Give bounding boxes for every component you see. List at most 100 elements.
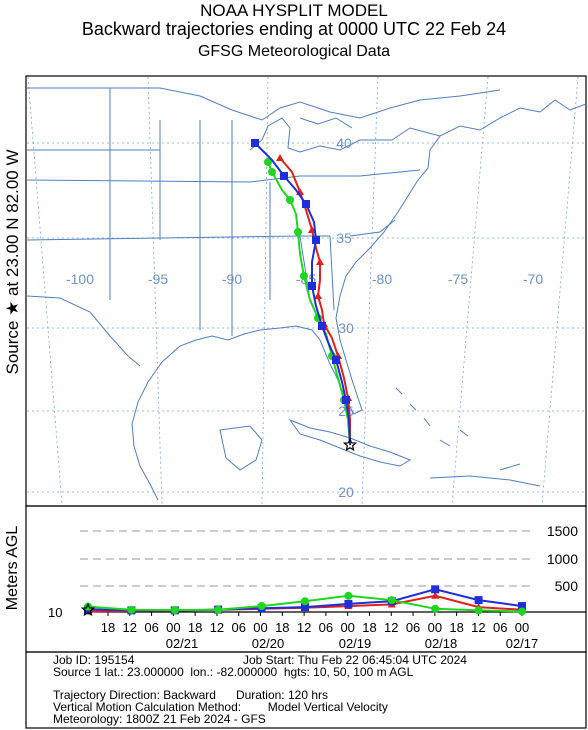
map-outline (26, 179, 251, 183)
red-height-marker (431, 591, 440, 599)
map-outline (26, 295, 141, 367)
green-height-marker (344, 591, 353, 600)
date-label: 02/17 (506, 636, 539, 651)
hour-label: 06 (319, 620, 333, 635)
green-trajectory (267, 161, 351, 446)
hour-label: 06 (493, 620, 507, 635)
green-height-marker (214, 605, 223, 614)
blue-height-marker (431, 585, 440, 594)
map-outline (329, 235, 335, 311)
hour-label: 18 (449, 620, 463, 635)
lon-label: -90 (222, 271, 242, 287)
lon-grid-line (541, 76, 579, 506)
hour-label: 12 (297, 620, 311, 635)
green-marker (294, 228, 302, 236)
blue-marker (332, 356, 340, 364)
lon-label: -75 (448, 271, 468, 287)
hour-label: 06 (144, 620, 158, 635)
red-marker (276, 154, 284, 161)
hour-label: 00 (340, 620, 354, 635)
hour-label: 00 (515, 620, 529, 635)
lon-label: -95 (148, 271, 168, 287)
hour-label: 18 (101, 620, 115, 635)
green-height-marker (257, 602, 266, 611)
date-label: 02/20 (252, 636, 285, 651)
trajectory-direction: Trajectory Direction: Backward Duration:… (53, 688, 328, 702)
map-outline (299, 117, 353, 129)
blue-height-marker (301, 603, 309, 612)
lon-grid-line (261, 76, 269, 506)
hour-label: 18 (275, 620, 289, 635)
lat-label: 20 (338, 484, 354, 500)
met-data-title: GFSG Meteorological Data (197, 43, 391, 60)
source-star (342, 437, 358, 452)
hour-label: 12 (471, 620, 485, 635)
lon-label: -70 (523, 271, 543, 287)
level-label: 1500 (547, 523, 578, 539)
map-outline (409, 99, 587, 137)
job-start: Job Start: Thu Feb 22 06:45:04 UTC 2024 (243, 653, 467, 667)
hour-label: 06 (232, 620, 246, 635)
vertical-motion: Vertical Motion Calculation Method: Mode… (53, 700, 388, 714)
hour-label: 06 (406, 620, 420, 635)
lon-label: -100 (66, 271, 94, 287)
hour-label: 00 (253, 620, 267, 635)
source-star-vertical (80, 602, 96, 617)
map-outline (219, 425, 263, 471)
vertical-layer: 1500 1000 500 10 18 12 06 00 18 12 06 00 18 12 06 00 18 1… (48, 523, 586, 651)
hour-label: 18 (362, 620, 376, 635)
lon-grid-line (147, 76, 163, 506)
blue-marker (308, 282, 316, 290)
lon-grid-line (27, 76, 63, 506)
hour-label: 18 (188, 620, 202, 635)
green-marker (300, 272, 308, 280)
hour-label: 00 (166, 620, 180, 635)
lat-label: 30 (338, 320, 354, 336)
blue-marker (312, 236, 320, 244)
blue-height-marker (518, 602, 526, 611)
map-outline (131, 325, 331, 501)
blue-marker (280, 172, 288, 180)
job-id: Job ID: 195154 (53, 653, 135, 667)
green-marker (268, 168, 276, 176)
blue-height-marker (474, 596, 483, 605)
map-outline (429, 475, 541, 487)
blue-trajectory (254, 142, 351, 446)
lon-grid-line (361, 76, 379, 506)
map-outline (288, 418, 412, 467)
level-label: 500 (555, 578, 579, 594)
hour-label: 12 (210, 620, 224, 635)
blue-marker (318, 322, 326, 330)
date-label: 02/21 (166, 636, 199, 651)
green-marker (264, 158, 272, 166)
blue-height-marker (344, 599, 353, 608)
blue-marker (342, 396, 350, 404)
source-info: Source 1 lat.: 23.000000 lon.: -82.00000… (53, 665, 414, 679)
model-title: NOAA HYSPLIT MODEL (200, 1, 388, 20)
date-label: 02/18 (425, 636, 458, 651)
green-marker (286, 196, 294, 204)
meteorology-info: Meteorology: 1800Z 21 Feb 2024 - GFS (53, 712, 266, 726)
map-outline (349, 219, 396, 237)
hour-label: 12 (384, 620, 398, 635)
green-height-marker (84, 602, 92, 611)
lat-label: 35 (336, 230, 352, 246)
start-height-label: 10 (48, 605, 62, 620)
map-outline (499, 463, 521, 471)
red-marker (316, 258, 324, 265)
trajectory-layer (251, 139, 358, 452)
green-height-marker (518, 607, 526, 616)
map-outline (329, 135, 441, 415)
chart-title: Backward trajectories ending at 0000 UTC… (81, 19, 507, 39)
hour-label: 12 (123, 620, 137, 635)
level-label: 1000 (547, 551, 578, 567)
map-outline (395, 387, 469, 447)
hour-label: 00 (428, 620, 442, 635)
lat-label: 40 (336, 135, 352, 151)
green-height-marker (474, 606, 483, 615)
map-outline (249, 117, 411, 153)
blue-marker (251, 139, 259, 147)
info-frame (25, 651, 587, 729)
date-label: 02/19 (339, 636, 372, 651)
